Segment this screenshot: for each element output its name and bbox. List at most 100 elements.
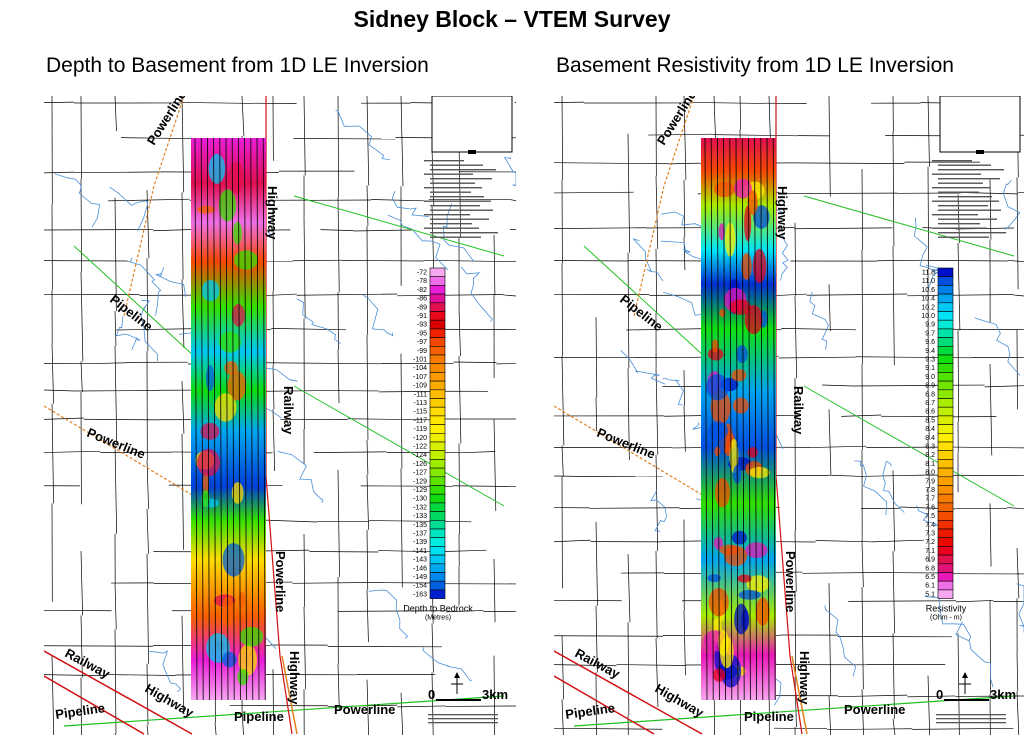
legend-swatch <box>429 337 446 347</box>
legend-swatch <box>937 372 954 382</box>
legend-value: -117 <box>414 417 428 424</box>
legend-value: -99 <box>417 348 427 355</box>
legend-swatch <box>937 389 954 399</box>
inset-box <box>431 96 513 153</box>
legend-swatch <box>937 346 954 356</box>
legend-swatch <box>429 493 446 504</box>
legend-swatch <box>429 450 446 460</box>
legend-swatch <box>429 459 446 469</box>
legend-value: -122 <box>413 444 427 451</box>
color-legend: 11.811.010.610.410.210.09.99.79.69.49.39… <box>921 267 967 622</box>
legend-swatch <box>937 293 954 304</box>
legend-value: 9.7 <box>925 330 935 337</box>
legend-swatch <box>937 302 954 312</box>
legend-swatch <box>429 476 446 486</box>
legend-swatch <box>429 511 446 521</box>
legend-value: -101 <box>413 357 427 364</box>
map-label-railway: Railway <box>791 386 806 435</box>
legend-value: 7.8 <box>925 487 935 494</box>
legend-value: 7.5 <box>925 513 935 520</box>
powerline-south <box>281 655 298 735</box>
legend-value: -93 <box>417 322 427 329</box>
legend-value: -126 <box>413 461 427 468</box>
legend-swatch <box>429 276 446 286</box>
legend-swatch <box>937 432 954 443</box>
pipeline-line-west <box>583 245 705 357</box>
legend-swatch <box>937 424 954 434</box>
legend-value: -146 <box>413 565 427 572</box>
legend-swatch <box>937 580 954 591</box>
legend-value: -139 <box>413 539 427 546</box>
legend-swatch <box>937 528 954 538</box>
legend-swatch <box>937 511 954 521</box>
legend-swatch <box>937 337 954 347</box>
legend-value: -91 <box>417 313 427 320</box>
map-label-pipeline: Pipeline <box>564 700 615 722</box>
legend-swatch <box>429 528 446 538</box>
legend-swatch <box>429 302 446 312</box>
legend-value: 8.0 <box>925 470 935 477</box>
pipeline-line-west <box>73 245 195 357</box>
legend-swatch <box>937 563 954 573</box>
legend-title: Resistivity <box>926 604 967 614</box>
legend-value: -149 <box>413 574 427 581</box>
legend-value: -129 <box>413 478 427 485</box>
legend-value: 8.6 <box>925 409 935 416</box>
legend-value: -95 <box>417 330 427 337</box>
legend-swatch <box>429 441 446 451</box>
legend-swatch <box>429 406 446 417</box>
legend-value: -119 <box>414 426 428 433</box>
legend-value: 7.9 <box>925 478 935 485</box>
legend-swatch <box>429 293 446 304</box>
legend-swatch <box>429 563 446 573</box>
legend-value: -82 <box>417 287 427 294</box>
legend-swatch <box>429 319 446 330</box>
legend-value: 9.4 <box>925 348 935 355</box>
footnote-text <box>936 714 1006 724</box>
powerline-south <box>791 655 808 735</box>
legend-swatch <box>429 537 446 547</box>
scale-bar: 0 3km <box>936 687 1016 702</box>
left-panel-subtitle: Depth to Basement from 1D LE Inversion <box>46 54 429 77</box>
legend-swatch <box>429 328 446 338</box>
legend-swatch <box>429 485 446 495</box>
legend-swatch <box>937 589 954 599</box>
legend-swatch <box>937 572 954 582</box>
map-label-pipeline: Pipeline <box>744 709 794 724</box>
legend-value: 8.3 <box>925 444 935 451</box>
legend-value: 9.6 <box>925 339 935 346</box>
legend-value: 9.9 <box>925 322 935 329</box>
legend-swatch <box>429 467 446 478</box>
survey-grid-strip <box>191 137 266 701</box>
legend-swatch <box>429 346 446 356</box>
pipeline-line-south <box>573 695 1015 727</box>
legend-swatch <box>937 485 954 495</box>
scale-bar: 0 3km <box>428 687 508 702</box>
legend-value: -89 <box>417 304 427 311</box>
legend-value: -141 <box>413 548 427 555</box>
legend-value: -124 <box>413 452 427 459</box>
legend-swatch <box>429 354 446 364</box>
scale-zero: 0 <box>428 687 435 702</box>
map-label-powerline: Powerline <box>783 551 798 612</box>
legend-swatch <box>937 398 954 408</box>
legend-value: 8.9 <box>925 383 935 390</box>
legend-value: 11.8 <box>922 270 935 277</box>
map-label-powerline: Powerline <box>273 551 288 612</box>
legend-swatch <box>429 415 446 425</box>
legend-value: 7.2 <box>925 539 935 546</box>
map-label-railway: Railway <box>281 386 296 435</box>
survey-grid-strip <box>701 137 776 701</box>
depth-to-basement-map: PowerlineHighwayPipelinePowerlineRailway… <box>44 96 516 735</box>
legend-value: 10.0 <box>921 313 935 320</box>
scale-label: 3km <box>990 687 1016 702</box>
legend-swatch <box>429 380 446 391</box>
north-arrow-icon <box>451 672 463 694</box>
legend-value: -86 <box>417 296 427 303</box>
map-label-highway: Highway <box>797 651 812 705</box>
map-label-powerline: Powerline <box>334 702 395 717</box>
legend-value: -113 <box>414 400 428 407</box>
legend-swatch <box>937 285 954 295</box>
legend-swatch <box>937 354 954 364</box>
legend-swatch <box>937 554 954 565</box>
